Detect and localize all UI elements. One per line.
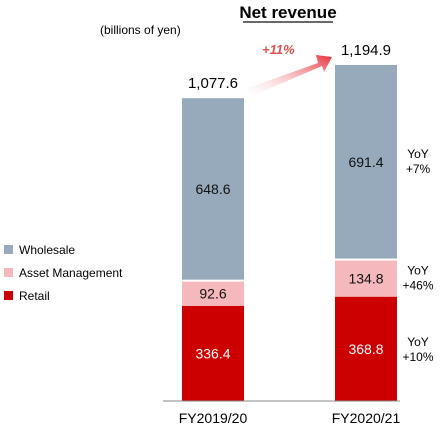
yoy-label: YoY +10%: [402, 335, 433, 364]
x-tick-label: FY2019/20: [179, 410, 248, 426]
bar-asset-management-1: [335, 260, 397, 297]
value-label: 648.6: [195, 181, 230, 197]
legend-swatch: [4, 291, 13, 300]
legend-swatch: [4, 245, 13, 254]
chart-title: Net revenue: [239, 3, 336, 22]
bar-retail-0: [182, 305, 244, 401]
bars-group: 336.4 92.6 648.6 1,077.6 FY2019/20 368.8 134.8…: [179, 42, 401, 426]
unit-label: (billions of yen): [100, 23, 181, 37]
legend-swatch: [4, 268, 13, 277]
value-label: 134.8: [348, 271, 383, 287]
value-label: 691.4: [348, 154, 383, 170]
bar-retail-1: [335, 296, 397, 401]
legend: Wholesale Asset Management Retail: [4, 243, 123, 303]
total-label: 1,194.9: [341, 42, 391, 59]
growth-label: +11%: [262, 42, 295, 57]
legend-label: Wholesale: [19, 243, 75, 257]
total-label: 1,077.6: [188, 75, 238, 92]
bar-wholesale-0: [182, 98, 244, 280]
bar-wholesale-1: [335, 64, 397, 259]
value-label: 368.8: [348, 341, 383, 357]
legend-label: Asset Management: [19, 266, 123, 280]
yoy-labels: YoY +10% YoY +46% YoY +7%: [402, 147, 433, 364]
bar-asset-management-0: [182, 281, 244, 306]
value-label: 336.4: [195, 345, 230, 361]
value-label: 92.6: [199, 286, 226, 302]
legend-label: Retail: [19, 289, 50, 303]
yoy-label: YoY +7%: [406, 147, 431, 176]
growth-arrow: [248, 55, 332, 96]
x-tick-label: FY2020/21: [332, 410, 401, 426]
yoy-label: YoY +46%: [402, 264, 433, 293]
